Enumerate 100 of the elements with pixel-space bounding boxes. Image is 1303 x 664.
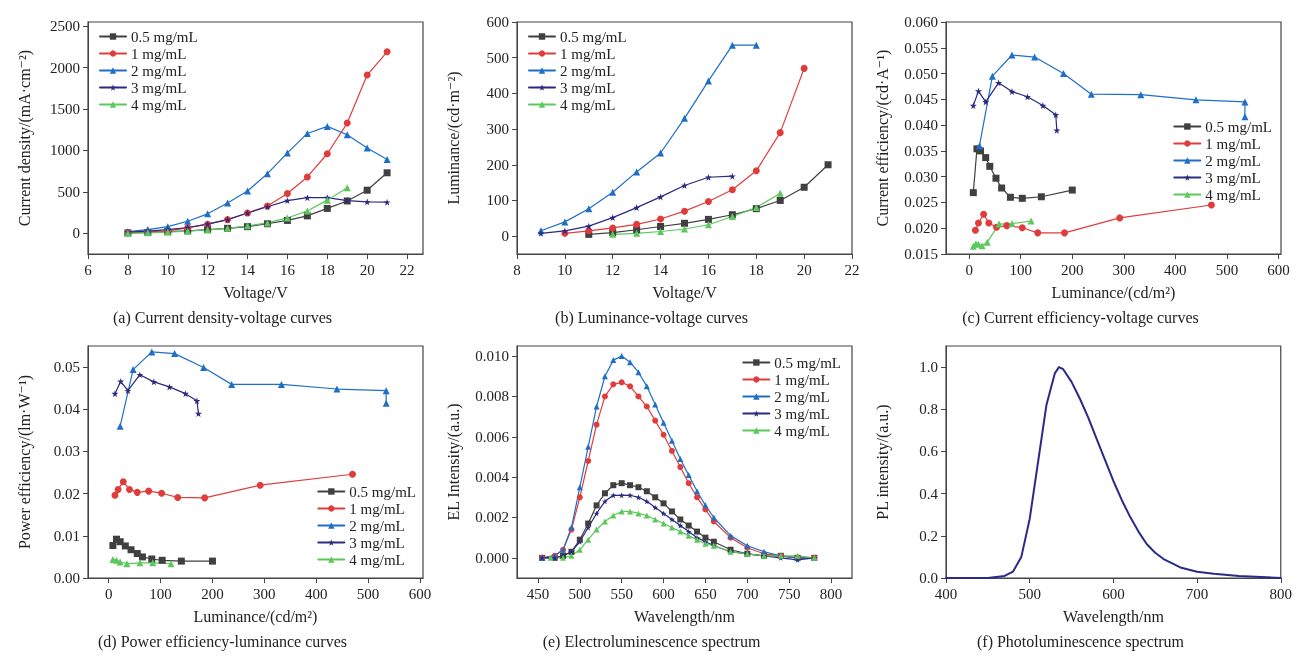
x-tick-label: 18 — [319, 261, 335, 278]
y-tick-label: 0.8 — [919, 401, 938, 418]
y-tick-label: 2500 — [50, 18, 80, 35]
y-tick-label: 0.02 — [53, 485, 80, 502]
x-tick-label: 800 — [819, 585, 843, 602]
y-tick-label: 0.05 — [53, 359, 80, 376]
x-axis-title: Luminance/(cd/m²) — [193, 607, 318, 626]
legend-label: 2 mg/mL — [560, 62, 616, 79]
y-tick-label: 200 — [486, 156, 509, 173]
x-tick-label: 16 — [700, 261, 717, 278]
x-tick-label: 12 — [605, 261, 621, 278]
legend-label: 1 mg/mL — [131, 45, 187, 62]
text: (f) Photoluminescence spectrum — [976, 632, 1185, 651]
x-tick-label: 10 — [160, 261, 176, 278]
y-tick-label: 500 — [486, 49, 509, 66]
y-tick-label: 1.0 — [919, 359, 938, 376]
y-tick-label: 0.03 — [53, 443, 80, 460]
text: (e) Electroluminescence spectrum — [542, 632, 761, 651]
y-axis-title: Current density/(mA·cm⁻²) — [15, 49, 34, 227]
x-tick-label: 6 — [84, 261, 93, 278]
y-axis-title: EL Intensity/(a.u.) — [444, 403, 463, 521]
legend-label: 1 mg/mL — [774, 371, 830, 388]
legend-label: 4 mg/mL — [1205, 186, 1261, 203]
y-axis-title: Power efficiency/(lm·W⁻¹) — [15, 374, 34, 550]
x-tick-label: 600 — [1102, 585, 1125, 602]
y-tick-label: 100 — [486, 192, 509, 209]
y-axis-title: PL intensity/(a.u.) — [873, 404, 892, 520]
text: (b) Luminance-voltage curves — [555, 308, 748, 327]
y-tick-label: 0 — [72, 225, 80, 242]
legend-label: 2 mg/mL — [774, 388, 830, 405]
x-tick-label: 14 — [240, 261, 256, 278]
y-tick-label: 0.008 — [475, 388, 509, 405]
text: (a) Current density-voltage curves — [112, 308, 333, 327]
legend-label: 0.5 mg/mL — [774, 354, 842, 371]
y-tick-label: 0.006 — [475, 428, 510, 445]
x-tick-label: 500 — [1215, 261, 1239, 278]
legend-label: 1 mg/mL — [560, 45, 616, 62]
legend-label: 4 mg/mL — [560, 96, 616, 113]
y-tick-label: 0.04 — [53, 401, 81, 418]
y-axis-title: Luminance/(cd·m⁻²) — [444, 71, 463, 205]
x-tick-label: 600 — [1267, 261, 1290, 278]
x-tick-label: 22 — [844, 261, 860, 278]
y-tick-label: 0.2 — [919, 527, 938, 544]
legend-label: 4 mg/mL — [131, 96, 187, 113]
legend-label: 3 mg/mL — [560, 79, 616, 96]
x-axis-title: Wavelength/nm — [634, 607, 736, 626]
y-tick-label: 0.050 — [904, 65, 938, 82]
x-tick-label: 600 — [408, 585, 432, 602]
legend-label: 1 mg/mL — [1205, 135, 1261, 152]
x-tick-label: 16 — [279, 261, 296, 278]
y-tick-label: 0.015 — [904, 246, 938, 262]
x-tick-label: 500 — [356, 585, 380, 602]
y-axis-title: Current efficiency/(cd·A⁻¹) — [873, 49, 892, 227]
x-tick-label: 550 — [610, 585, 633, 602]
y-tick-label: 2000 — [50, 59, 80, 76]
x-tick-label: 400 — [1164, 261, 1187, 278]
x-tick-label: 300 — [253, 585, 276, 602]
y-tick-label: 0.030 — [904, 168, 938, 185]
x-tick-label: 20 — [359, 261, 375, 278]
y-tick-label: 0.0 — [919, 570, 938, 586]
legend-label: 3 mg/mL — [774, 405, 830, 422]
y-tick-label: 500 — [57, 183, 80, 200]
text: (c) Current efficiency-voltage curves — [962, 308, 1199, 327]
legend-label: 1 mg/mL — [349, 500, 405, 517]
x-axis-title: Voltage/V — [652, 283, 718, 302]
y-tick-label: 300 — [486, 121, 509, 138]
x-tick-label: 12 — [200, 261, 216, 278]
y-tick-label: 0.002 — [475, 509, 509, 526]
y-tick-label: 0.040 — [904, 117, 938, 134]
y-tick-label: 0.00 — [53, 570, 80, 586]
legend-label: 4 mg/mL — [774, 422, 830, 439]
x-axis-title: Luminance/(cd/m²) — [1051, 283, 1176, 302]
x-tick-label: 22 — [399, 261, 415, 278]
x-tick-label: 600 — [652, 585, 675, 602]
y-tick-label: 0.020 — [904, 220, 938, 237]
legend-label: 0.5 mg/mL — [560, 28, 627, 45]
x-tick-label: 500 — [568, 585, 592, 602]
y-tick-label: 0.6 — [919, 443, 939, 460]
x-tick-label: 650 — [694, 585, 717, 602]
legend-label: 2 mg/mL — [1205, 152, 1261, 169]
x-tick-label: 100 — [1009, 261, 1032, 278]
x-tick-label: 800 — [1269, 585, 1292, 602]
y-tick-label: 0.045 — [904, 91, 938, 108]
x-tick-label: 14 — [653, 261, 669, 278]
x-axis-title: Wavelength/nm — [1062, 607, 1165, 626]
y-tick-label: 0.01 — [53, 527, 80, 544]
x-tick-label: 200 — [1061, 261, 1084, 278]
x-tick-label: 400 — [934, 585, 958, 602]
y-tick-label: 0.000 — [475, 549, 509, 566]
y-tick-label: 400 — [486, 85, 509, 102]
x-tick-label: 8 — [124, 261, 132, 278]
x-tick-label: 0 — [104, 585, 113, 602]
legend-label: 2 mg/mL — [349, 517, 405, 534]
x-tick-label: 400 — [304, 585, 328, 602]
x-tick-label: 200 — [201, 585, 224, 602]
x-tick-label: 20 — [796, 261, 812, 278]
legend-label: 0.5 mg/mL — [1205, 118, 1273, 135]
x-tick-label: 750 — [777, 585, 801, 602]
y-tick-label: 0.004 — [475, 469, 510, 486]
y-tick-label: 0.010 — [475, 348, 509, 365]
